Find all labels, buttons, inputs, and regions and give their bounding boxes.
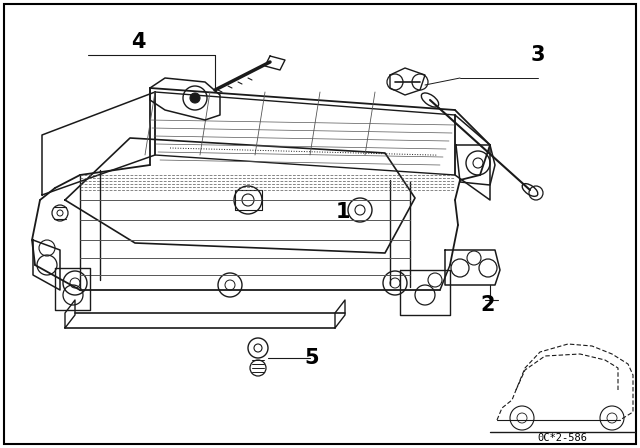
- Text: 0C*2-586: 0C*2-586: [537, 433, 587, 443]
- Text: 4: 4: [131, 32, 145, 52]
- Text: 1: 1: [336, 202, 350, 222]
- Text: 5: 5: [305, 348, 319, 368]
- Text: 3: 3: [531, 45, 545, 65]
- Text: 2: 2: [481, 295, 495, 315]
- Circle shape: [190, 93, 200, 103]
